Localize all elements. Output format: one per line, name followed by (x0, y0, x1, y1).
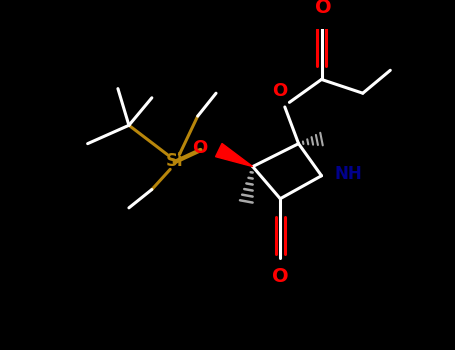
Text: O: O (273, 82, 288, 100)
Text: Si: Si (166, 152, 183, 170)
Text: O: O (272, 267, 288, 286)
Text: O: O (315, 0, 332, 17)
Polygon shape (216, 144, 253, 167)
Text: NH: NH (334, 165, 362, 183)
Text: O: O (192, 139, 208, 157)
